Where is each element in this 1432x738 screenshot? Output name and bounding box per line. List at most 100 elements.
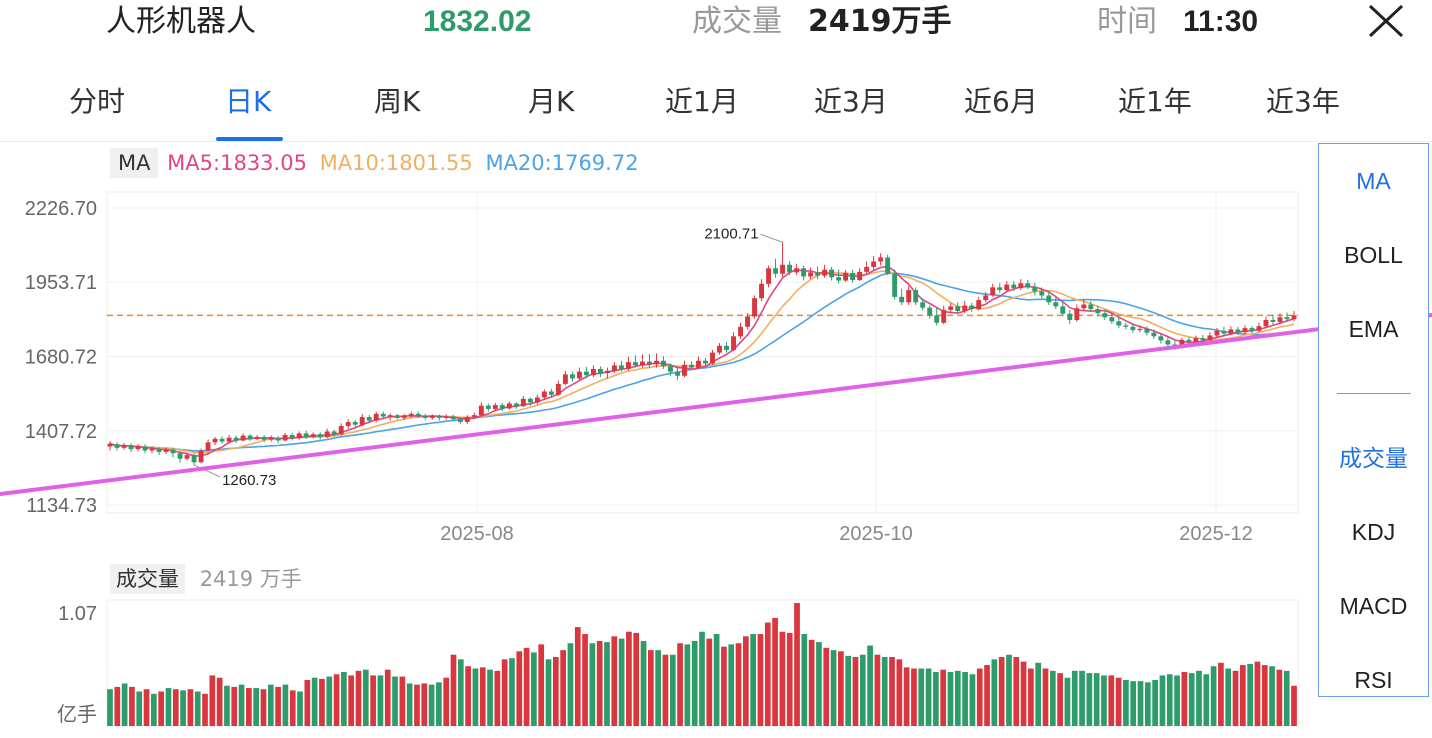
candle-body: [1011, 284, 1017, 289]
volume-bar: [1152, 680, 1158, 726]
tab-1-year[interactable]: 近1年: [1118, 85, 1192, 118]
time-value: 11:30: [1183, 5, 1259, 38]
tab-1-month[interactable]: 近1月: [665, 85, 739, 118]
indicator-boll[interactable]: BOLL: [1344, 242, 1403, 268]
tab-3-months[interactable]: 近3月: [814, 85, 888, 118]
indicator-ma[interactable]: MA: [1356, 168, 1391, 194]
candle-body: [766, 268, 772, 284]
volume-bar: [604, 642, 610, 726]
volume-bar: [596, 640, 603, 726]
candle-body: [464, 417, 470, 422]
volume-bar: [472, 668, 479, 726]
candle-body: [850, 272, 856, 280]
tab-intraday[interactable]: 分时: [69, 85, 126, 118]
tab-monthly-k[interactable]: 月K: [528, 85, 575, 118]
volume-bar: [1269, 666, 1275, 726]
volume-bar: [107, 689, 113, 726]
candle-body: [1116, 321, 1122, 326]
volume-bar: [918, 668, 925, 726]
volume-bar: [238, 684, 245, 726]
volume-bar: [297, 691, 303, 726]
candle-body: [352, 421, 358, 425]
volume-bar: [516, 651, 523, 726]
volume-bar: [187, 689, 194, 726]
indicator-macd[interactable]: MACD: [1339, 593, 1408, 619]
candle-body: [990, 287, 996, 296]
volume-bar: [341, 671, 347, 726]
indicator-rsi[interactable]: RSI: [1354, 667, 1393, 693]
ma20-line: [109, 272, 1295, 452]
volume-bar: [1225, 668, 1232, 726]
volume-bar: [976, 668, 983, 726]
candle-body: [485, 405, 491, 409]
candle-body: [1109, 317, 1115, 322]
candle-body: [478, 405, 484, 416]
volume-bar: [991, 659, 998, 726]
max-price-label: 2100.71: [704, 225, 758, 242]
candle-body: [569, 374, 575, 379]
candle-body: [759, 283, 765, 299]
volume-bar: [1064, 677, 1071, 726]
candle-body: [422, 415, 428, 418]
volume-bar: [903, 667, 910, 726]
candle-body: [1179, 339, 1185, 347]
volume-bar: [355, 670, 362, 726]
indicator-kdj[interactable]: KDJ: [1351, 519, 1396, 545]
candle-body: [471, 415, 477, 418]
volume-bar: [151, 693, 157, 726]
candle-body: [1193, 338, 1199, 342]
candle-body: [941, 309, 947, 323]
candle-body: [170, 449, 176, 454]
volume-legend: 成交量 2419 万手: [110, 564, 302, 594]
candle-body: [401, 415, 407, 418]
ma20-value: MA20:1769.72: [485, 151, 639, 175]
candle-body: [1284, 317, 1290, 320]
price-axis-tick-label: 1407.72: [25, 421, 97, 443]
candle-body: [632, 362, 638, 366]
volume-bar: [969, 674, 976, 726]
candle-body: [710, 352, 715, 364]
volume-bar: [1137, 681, 1144, 726]
tab-3-years[interactable]: 近3年: [1266, 85, 1340, 118]
volume-bar: [180, 690, 186, 726]
candle-body: [1018, 283, 1024, 289]
tab-weekly-k[interactable]: 周K: [374, 85, 421, 118]
candle-body: [1200, 338, 1206, 341]
candle-body: [114, 444, 120, 448]
volume-bar: [772, 617, 778, 726]
candle-body: [696, 360, 701, 368]
candle-body: [527, 398, 533, 403]
candle-body: [794, 268, 800, 273]
price-plot-frame: [106, 191, 1299, 514]
candle-body: [338, 426, 344, 435]
candle-body: [436, 415, 442, 418]
candle-body: [359, 417, 365, 425]
candle-body: [899, 296, 905, 303]
volume-bar: [838, 651, 844, 726]
candle-body: [198, 450, 204, 463]
candle-body: [1165, 340, 1171, 345]
indicator-ema[interactable]: EMA: [1348, 316, 1399, 342]
close-button[interactable]: [1366, 2, 1406, 40]
candle-body: [997, 287, 1003, 291]
candle-body: [661, 360, 666, 367]
index-name: 人形机器人: [106, 4, 256, 39]
candle-body: [801, 268, 807, 277]
volume-bar: [706, 638, 713, 726]
volume-bar: [1196, 670, 1202, 726]
volume-bar: [267, 684, 274, 726]
tab-daily-k[interactable]: 日K: [225, 85, 272, 118]
volume-bar: [143, 689, 150, 726]
volume-legend-value: 2419 万手: [199, 567, 302, 591]
volume-bar: [911, 668, 917, 726]
volume-bar: [414, 684, 420, 726]
candle-body: [1074, 308, 1080, 320]
tab-6-months[interactable]: 近6月: [964, 85, 1038, 118]
candle-body: [261, 436, 267, 440]
volume-bar: [552, 657, 559, 726]
volume-bar: [669, 654, 676, 726]
candle-body: [864, 266, 870, 272]
indicator-volume[interactable]: 成交量: [1339, 445, 1408, 471]
ma5-value: MA5:1833.05: [167, 151, 307, 175]
